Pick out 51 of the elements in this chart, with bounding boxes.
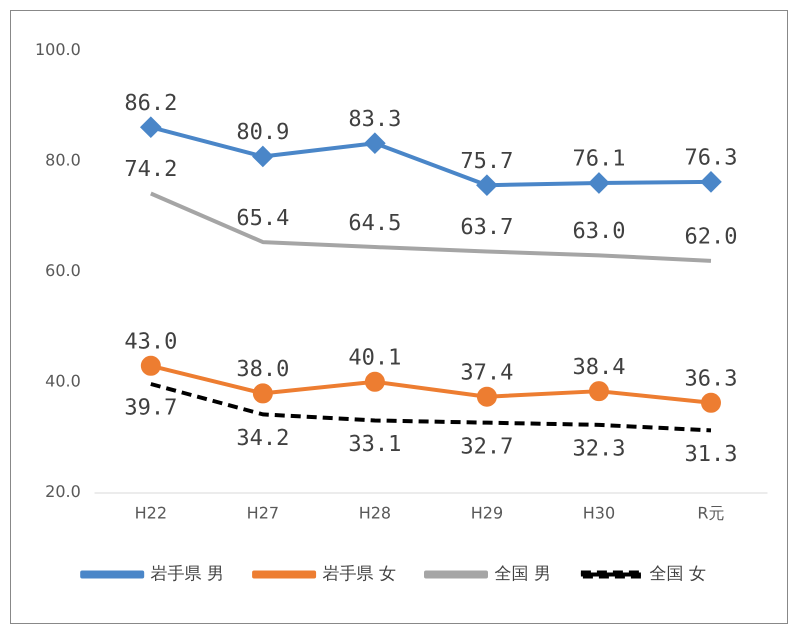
data-label: 63.7 [460,215,514,240]
data-label: 80.9 [236,120,290,146]
point [476,175,497,196]
x-tick-label: H27 [246,504,280,523]
data-label: 31.3 [684,442,738,468]
data-label: 38.0 [236,357,290,382]
x-tick-label: R元 [697,504,725,523]
point [252,146,273,166]
point [140,356,161,376]
data-label: 76.1 [572,146,626,172]
data-label: 32.7 [460,434,514,460]
x-tick-label: H28 [358,504,392,523]
data-label: 34.2 [236,426,290,452]
point [588,381,609,402]
point [364,372,385,392]
y-tick-label: 60.0 [45,261,81,280]
data-label: 62.0 [684,224,738,250]
data-label: 74.2 [124,157,178,182]
data-label: 63.0 [572,219,626,244]
point [252,383,273,404]
data-label: 86.2 [124,90,178,116]
data-label: 39.7 [124,396,178,421]
legend-label: 岩手県 男 [150,564,224,584]
data-label: 76.3 [684,146,738,171]
data-label: 64.5 [348,210,402,236]
point [476,386,497,407]
data-label: 37.4 [460,360,514,386]
data-label: 75.7 [460,148,514,174]
point [364,133,385,154]
point [588,172,609,193]
data-label: 32.3 [572,436,626,462]
y-tick-label: 80.0 [45,150,81,170]
data-label: 83.3 [348,106,402,132]
data-label: 40.1 [348,346,402,371]
x-tick-label: H22 [134,504,168,523]
data-label: 65.4 [236,206,290,231]
data-label: 33.1 [348,432,402,458]
legend-label: 岩手県 女 [322,564,396,584]
data-label: 43.0 [124,330,178,354]
point [140,117,161,138]
point [700,172,721,192]
point [700,392,721,413]
x-tick-label: H30 [582,504,616,523]
y-tick-label: 20.0 [45,482,81,501]
data-label: 38.4 [572,354,626,380]
x-tick-label: H29 [470,504,504,523]
y-tick-label: 40.0 [45,372,81,391]
legend-label: 全国 男 [494,564,551,584]
y-tick-label: 100.0 [34,40,81,60]
legend-label: 全国 女 [649,564,706,584]
data-label: 36.3 [684,366,738,392]
